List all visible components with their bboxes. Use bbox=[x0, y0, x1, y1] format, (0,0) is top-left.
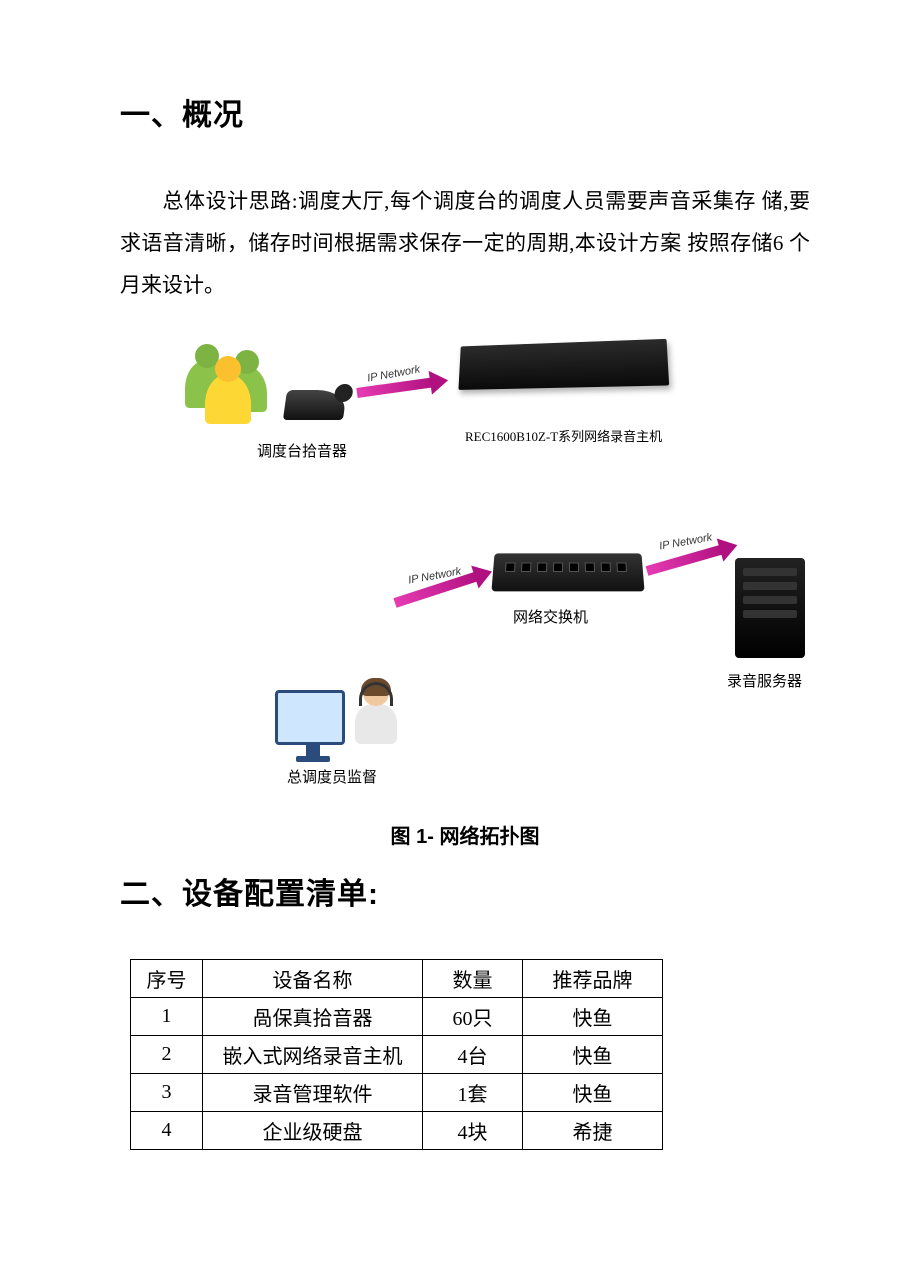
cell-idx: 4 bbox=[131, 1112, 203, 1150]
col-header: 设备名称 bbox=[203, 960, 423, 998]
cell-brand: 快鱼 bbox=[523, 998, 663, 1036]
table-row: 4 企业级硬盘 4块 希捷 bbox=[131, 1112, 663, 1150]
section1-paragraph-text: 总体设计思路:调度大厅,每个调度台的调度人员需要声音采集存 储,要求语音清晰，储… bbox=[120, 189, 810, 297]
cell-brand: 希捷 bbox=[523, 1112, 663, 1150]
switch-label: 网络交换机 bbox=[513, 606, 588, 627]
pickup-label: 调度台拾音器 bbox=[257, 440, 347, 461]
arrow-icon bbox=[646, 544, 726, 576]
supervisor-label: 总调度员监督 bbox=[287, 766, 377, 787]
figure-caption: 图 1- 网络拓扑图 bbox=[120, 820, 810, 849]
cell-brand: 快鱼 bbox=[523, 1074, 663, 1112]
col-header: 序号 bbox=[131, 960, 203, 998]
network-topology-diagram: IP Network 调度台拾音器 REC1600B10Z-T系列网络录音主机 … bbox=[125, 330, 805, 810]
cell-name: 企业级硬盘 bbox=[203, 1112, 423, 1150]
users-icon bbox=[185, 340, 275, 420]
cell-qty: 1套 bbox=[423, 1074, 523, 1112]
server-label: 录音服务器 bbox=[727, 670, 802, 691]
cell-idx: 1 bbox=[131, 998, 203, 1036]
network-switch-icon bbox=[491, 553, 644, 591]
monitor-icon bbox=[275, 690, 345, 745]
table-header-row: 序号 设备名称 数量 推荐品牌 bbox=[131, 960, 663, 998]
col-header: 数量 bbox=[423, 960, 523, 998]
rec-host-label: REC1600B10Z-T系列网络录音主机 bbox=[465, 426, 662, 445]
col-header: 推荐品牌 bbox=[523, 960, 663, 998]
section1-paragraph: 总体设计思路:调度大厅,每个调度台的调度人员需要声音采集存 储,要求语音清晰，储… bbox=[120, 180, 810, 306]
cell-brand: 快鱼 bbox=[523, 1036, 663, 1074]
operator-icon bbox=[351, 680, 401, 750]
cell-qty: 4块 bbox=[423, 1112, 523, 1150]
cell-name: 录音管理软件 bbox=[203, 1074, 423, 1112]
table-row: 1 咼保真拾音器 60只 快鱼 bbox=[131, 998, 663, 1036]
section1-heading: 一、概况 bbox=[120, 90, 810, 134]
cell-idx: 3 bbox=[131, 1074, 203, 1112]
microphone-icon bbox=[283, 390, 347, 420]
recording-host-icon bbox=[458, 339, 669, 390]
cell-name: 咼保真拾音器 bbox=[203, 998, 423, 1036]
section2-heading: 二、设备配置清单: bbox=[120, 869, 810, 913]
cell-idx: 2 bbox=[131, 1036, 203, 1074]
table-row: 3 录音管理软件 1套 快鱼 bbox=[131, 1074, 663, 1112]
cell-name: 嵌入式网络录音主机 bbox=[203, 1036, 423, 1074]
table-row: 2 嵌入式网络录音主机 4台 快鱼 bbox=[131, 1036, 663, 1074]
cell-qty: 4台 bbox=[423, 1036, 523, 1074]
cell-qty: 60只 bbox=[423, 998, 523, 1036]
equipment-table: 序号 设备名称 数量 推荐品牌 1 咼保真拾音器 60只 快鱼 2 嵌入式网络录… bbox=[130, 959, 663, 1150]
server-icon bbox=[735, 558, 805, 658]
